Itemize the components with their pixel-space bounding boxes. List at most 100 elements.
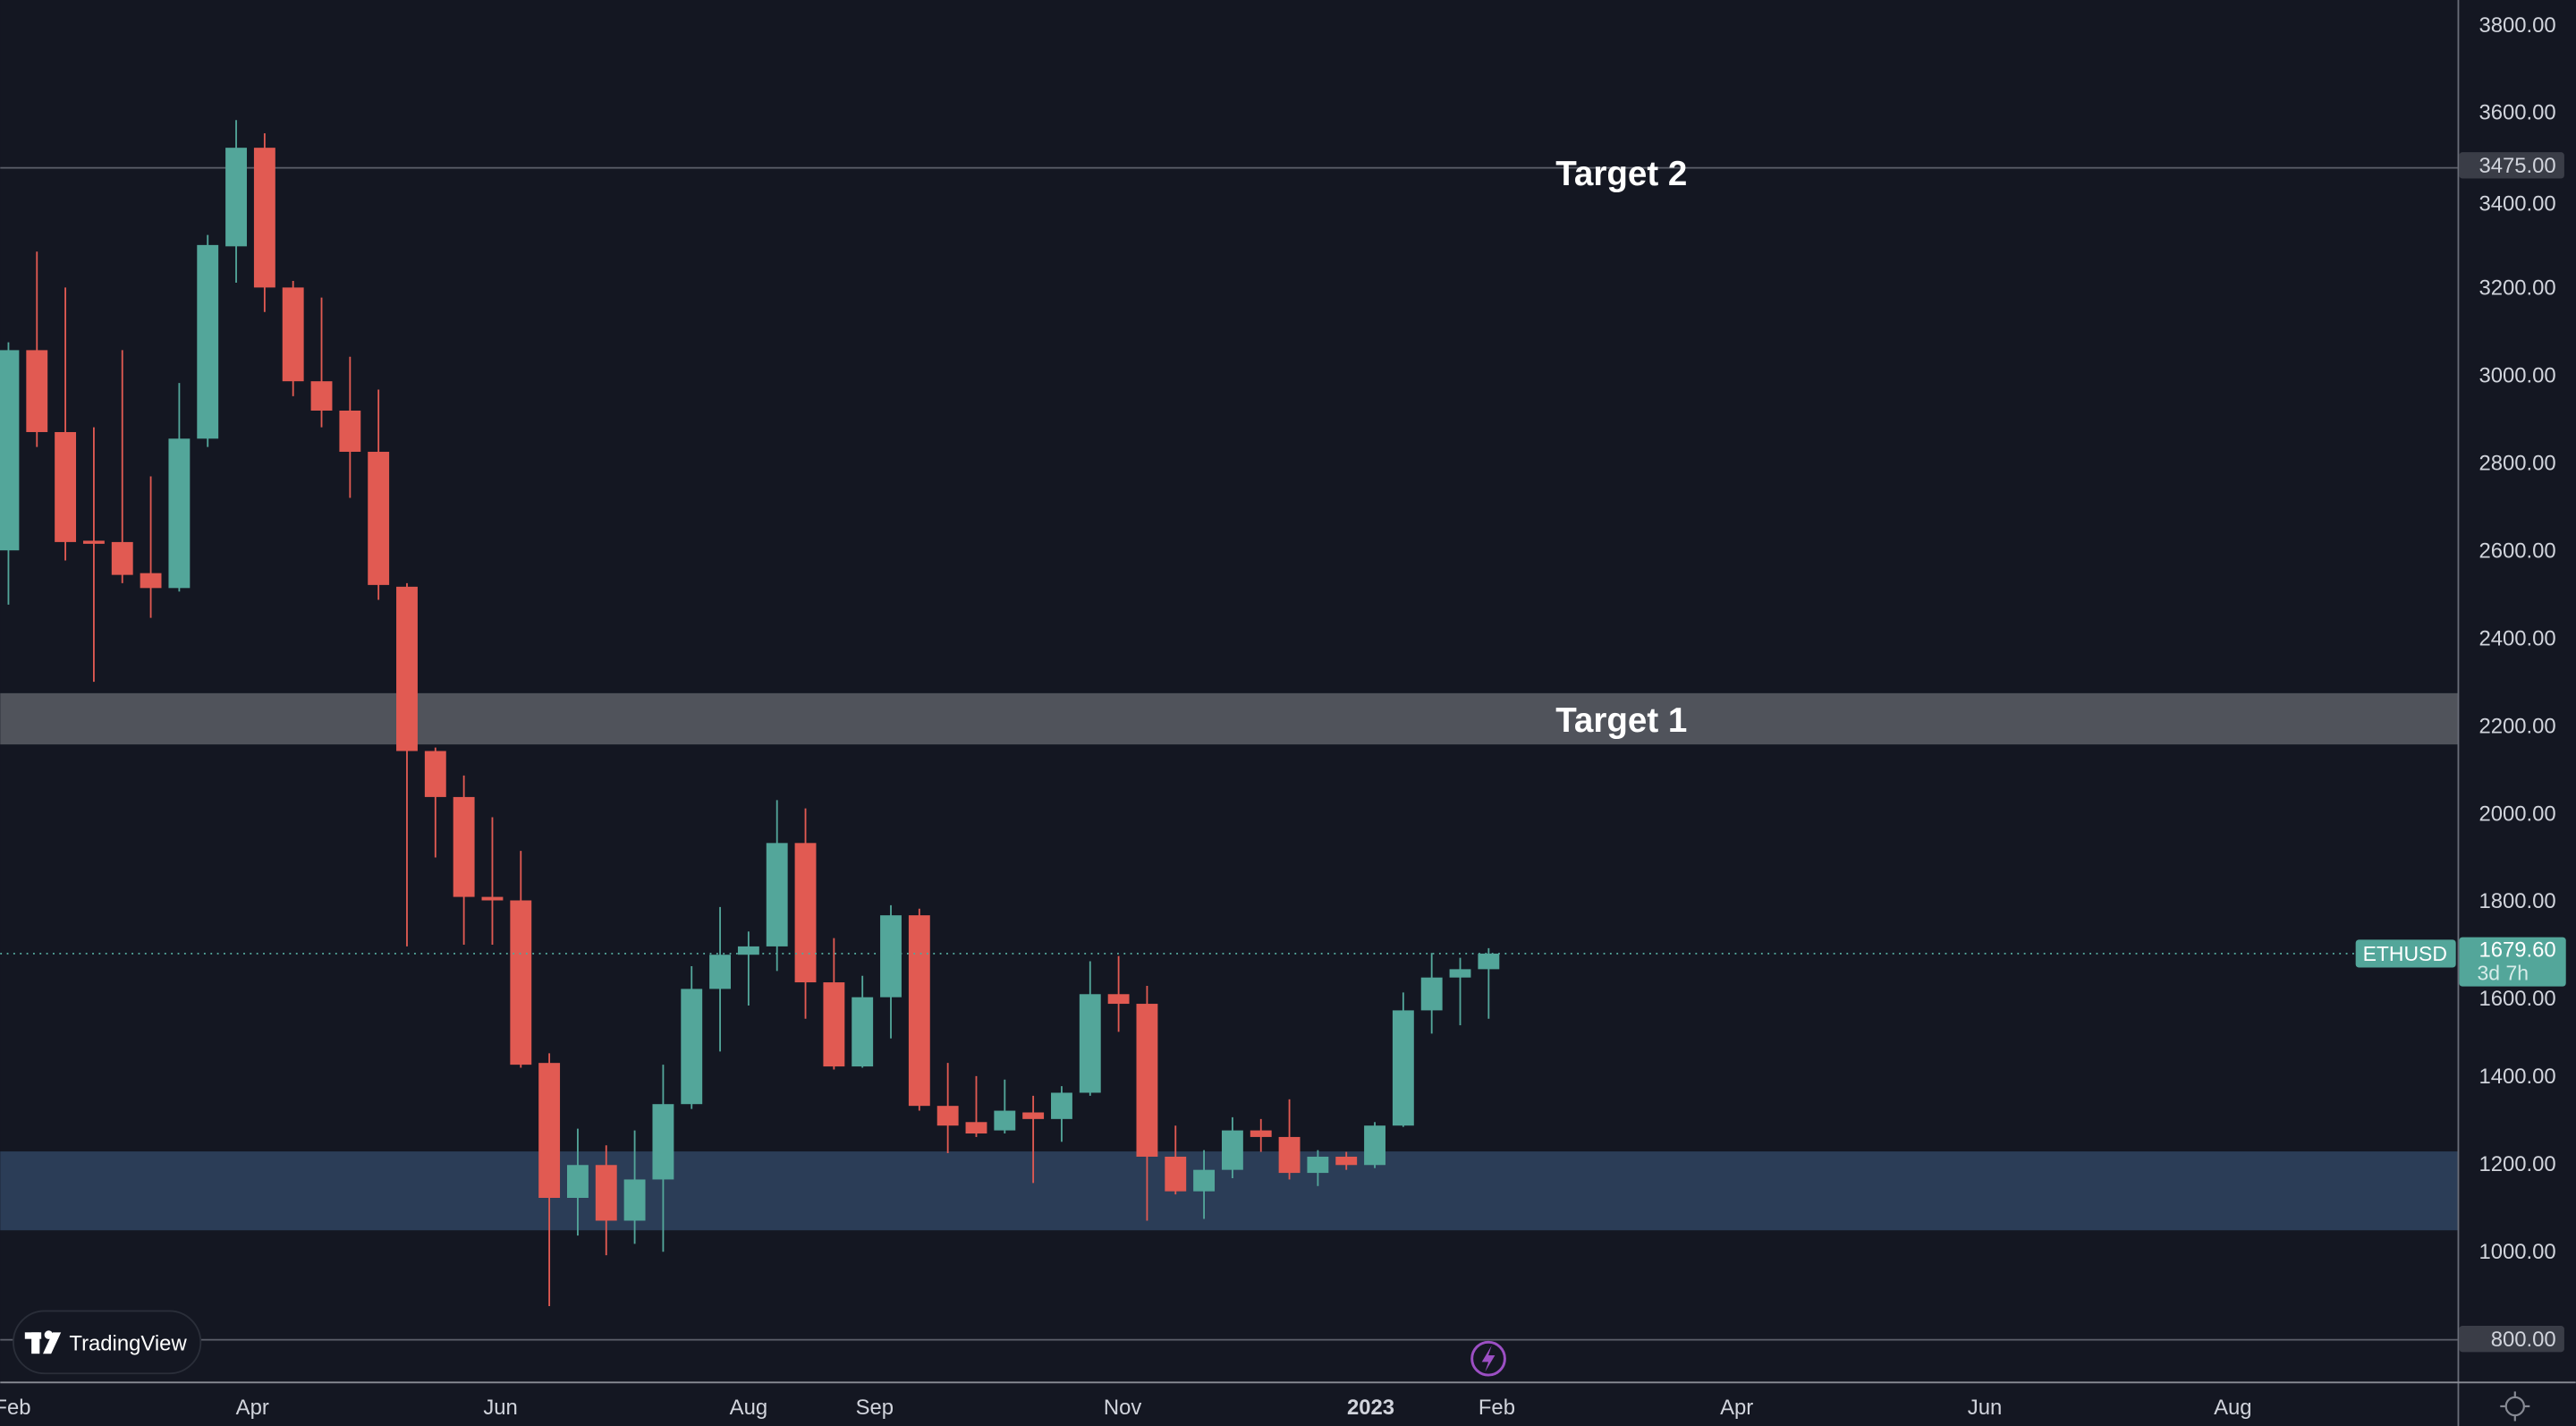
time-tick-label: Apr — [1720, 1396, 1753, 1420]
candle-body — [880, 915, 902, 997]
candle — [709, 906, 731, 1052]
candle-body — [1022, 1112, 1045, 1119]
candle — [1335, 1151, 1358, 1170]
bar-countdown: 3d 7h — [2478, 961, 2529, 984]
candle-body — [1420, 977, 1443, 1011]
candle-body — [510, 900, 532, 1065]
candle-body — [111, 541, 133, 575]
candle-body — [310, 381, 333, 411]
candle-body — [681, 989, 703, 1105]
time-axis[interactable]: Feb Apr Jun Aug Sep Nov 2023 Feb Apr Jun Aug — [0, 1396, 2252, 1420]
candle — [1022, 1095, 1045, 1184]
candle — [766, 800, 788, 972]
candle-body — [1335, 1156, 1358, 1166]
candles-group — [0, 120, 1500, 1306]
last-price-badge — [2459, 937, 2566, 987]
candle — [55, 287, 77, 561]
price-tick-label: 3200.00 — [2479, 276, 2555, 301]
time-tick-label: Feb — [1479, 1396, 1515, 1420]
price-tick-label: 1200.00 — [2479, 1152, 2555, 1176]
tradingview-logo[interactable]: TradingView — [13, 1310, 202, 1375]
candle-body — [823, 982, 845, 1067]
target-1-zone[interactable] — [0, 692, 2458, 745]
candle — [652, 1065, 674, 1252]
candle — [623, 1130, 646, 1244]
price-tick-label: 1400.00 — [2479, 1065, 2555, 1089]
tradingview-logo-text: TradingView — [69, 1332, 187, 1356]
candle — [310, 297, 333, 428]
candle-body — [82, 540, 105, 544]
time-tick-label: Feb — [0, 1396, 31, 1420]
target-1-label: Target 1 — [1555, 701, 1687, 740]
candle — [681, 965, 703, 1109]
price-axis[interactable]: 3800.00 3600.00 3400.00 3200.00 3000.00 2800.… — [2459, 13, 2566, 1353]
candle — [82, 427, 105, 683]
candle-body — [737, 946, 759, 955]
bottom-level-price-badge-text: 800.00 — [2491, 1328, 2556, 1352]
settings-gear-icon[interactable] — [2500, 1391, 2530, 1422]
candle — [0, 342, 20, 605]
price-tick-label: 3600.00 — [2479, 101, 2555, 125]
candle — [1250, 1118, 1272, 1152]
price-tick-label: 1000.00 — [2479, 1240, 2555, 1264]
candle-body — [852, 997, 874, 1067]
candle — [595, 1145, 617, 1256]
candle — [1136, 985, 1158, 1221]
candle — [965, 1075, 987, 1137]
candle-body — [595, 1165, 617, 1221]
price-tick-label: 2400.00 — [2479, 626, 2555, 650]
tradingview-logo-icon — [24, 1330, 62, 1354]
candle-body — [623, 1179, 646, 1221]
candle-body — [794, 843, 817, 983]
price-tick-label: 2600.00 — [2479, 539, 2555, 563]
candle — [852, 975, 874, 1068]
candle-body — [766, 843, 788, 946]
candle — [197, 234, 219, 447]
candle-body — [339, 410, 361, 453]
lightning-event-icon[interactable] — [1470, 1340, 1506, 1377]
candle-body — [253, 148, 275, 288]
candle — [1051, 1086, 1072, 1142]
candle-body — [1193, 1169, 1216, 1192]
candle — [253, 132, 275, 312]
candle — [510, 851, 532, 1068]
candle-body — [1307, 1156, 1329, 1174]
candle — [936, 1063, 959, 1154]
candle — [368, 389, 390, 600]
candle-body — [538, 1063, 561, 1199]
target-2-label: Target 2 — [1555, 155, 1687, 193]
candle-body — [1165, 1156, 1187, 1192]
candle-body — [1250, 1130, 1272, 1137]
candle-body — [197, 244, 219, 439]
candle — [225, 120, 247, 283]
candle-body — [1136, 1004, 1158, 1157]
candle — [737, 931, 759, 1006]
candle — [1420, 953, 1443, 1034]
candle-body — [965, 1122, 987, 1134]
target-2-price-badge-text: 3475.00 — [2479, 154, 2555, 178]
candle-body — [1478, 953, 1500, 970]
symbol-label: ETHUSD — [2363, 942, 2447, 965]
candle-body — [936, 1106, 959, 1126]
time-tick-label: 2023 — [1347, 1396, 1394, 1420]
price-tick-label: 2000.00 — [2479, 802, 2555, 826]
time-tick-label: Jun — [483, 1396, 517, 1420]
candle — [424, 747, 446, 858]
candle-body — [652, 1104, 674, 1180]
candle — [26, 251, 48, 447]
candle-body — [1449, 969, 1471, 978]
candle-body — [1051, 1092, 1072, 1119]
candle-body — [368, 452, 390, 585]
candle — [282, 281, 304, 396]
time-tick-label: Sep — [856, 1396, 894, 1420]
candle-body — [225, 148, 247, 247]
candle — [453, 775, 475, 945]
candle — [908, 908, 930, 1111]
candle — [538, 1053, 561, 1306]
price-tick-label: 2200.00 — [2479, 714, 2555, 738]
candle-body — [168, 438, 191, 589]
target-2-price-badge — [2459, 152, 2564, 179]
time-tick-label: Jun — [1968, 1396, 2002, 1420]
candle-body — [994, 1110, 1016, 1131]
